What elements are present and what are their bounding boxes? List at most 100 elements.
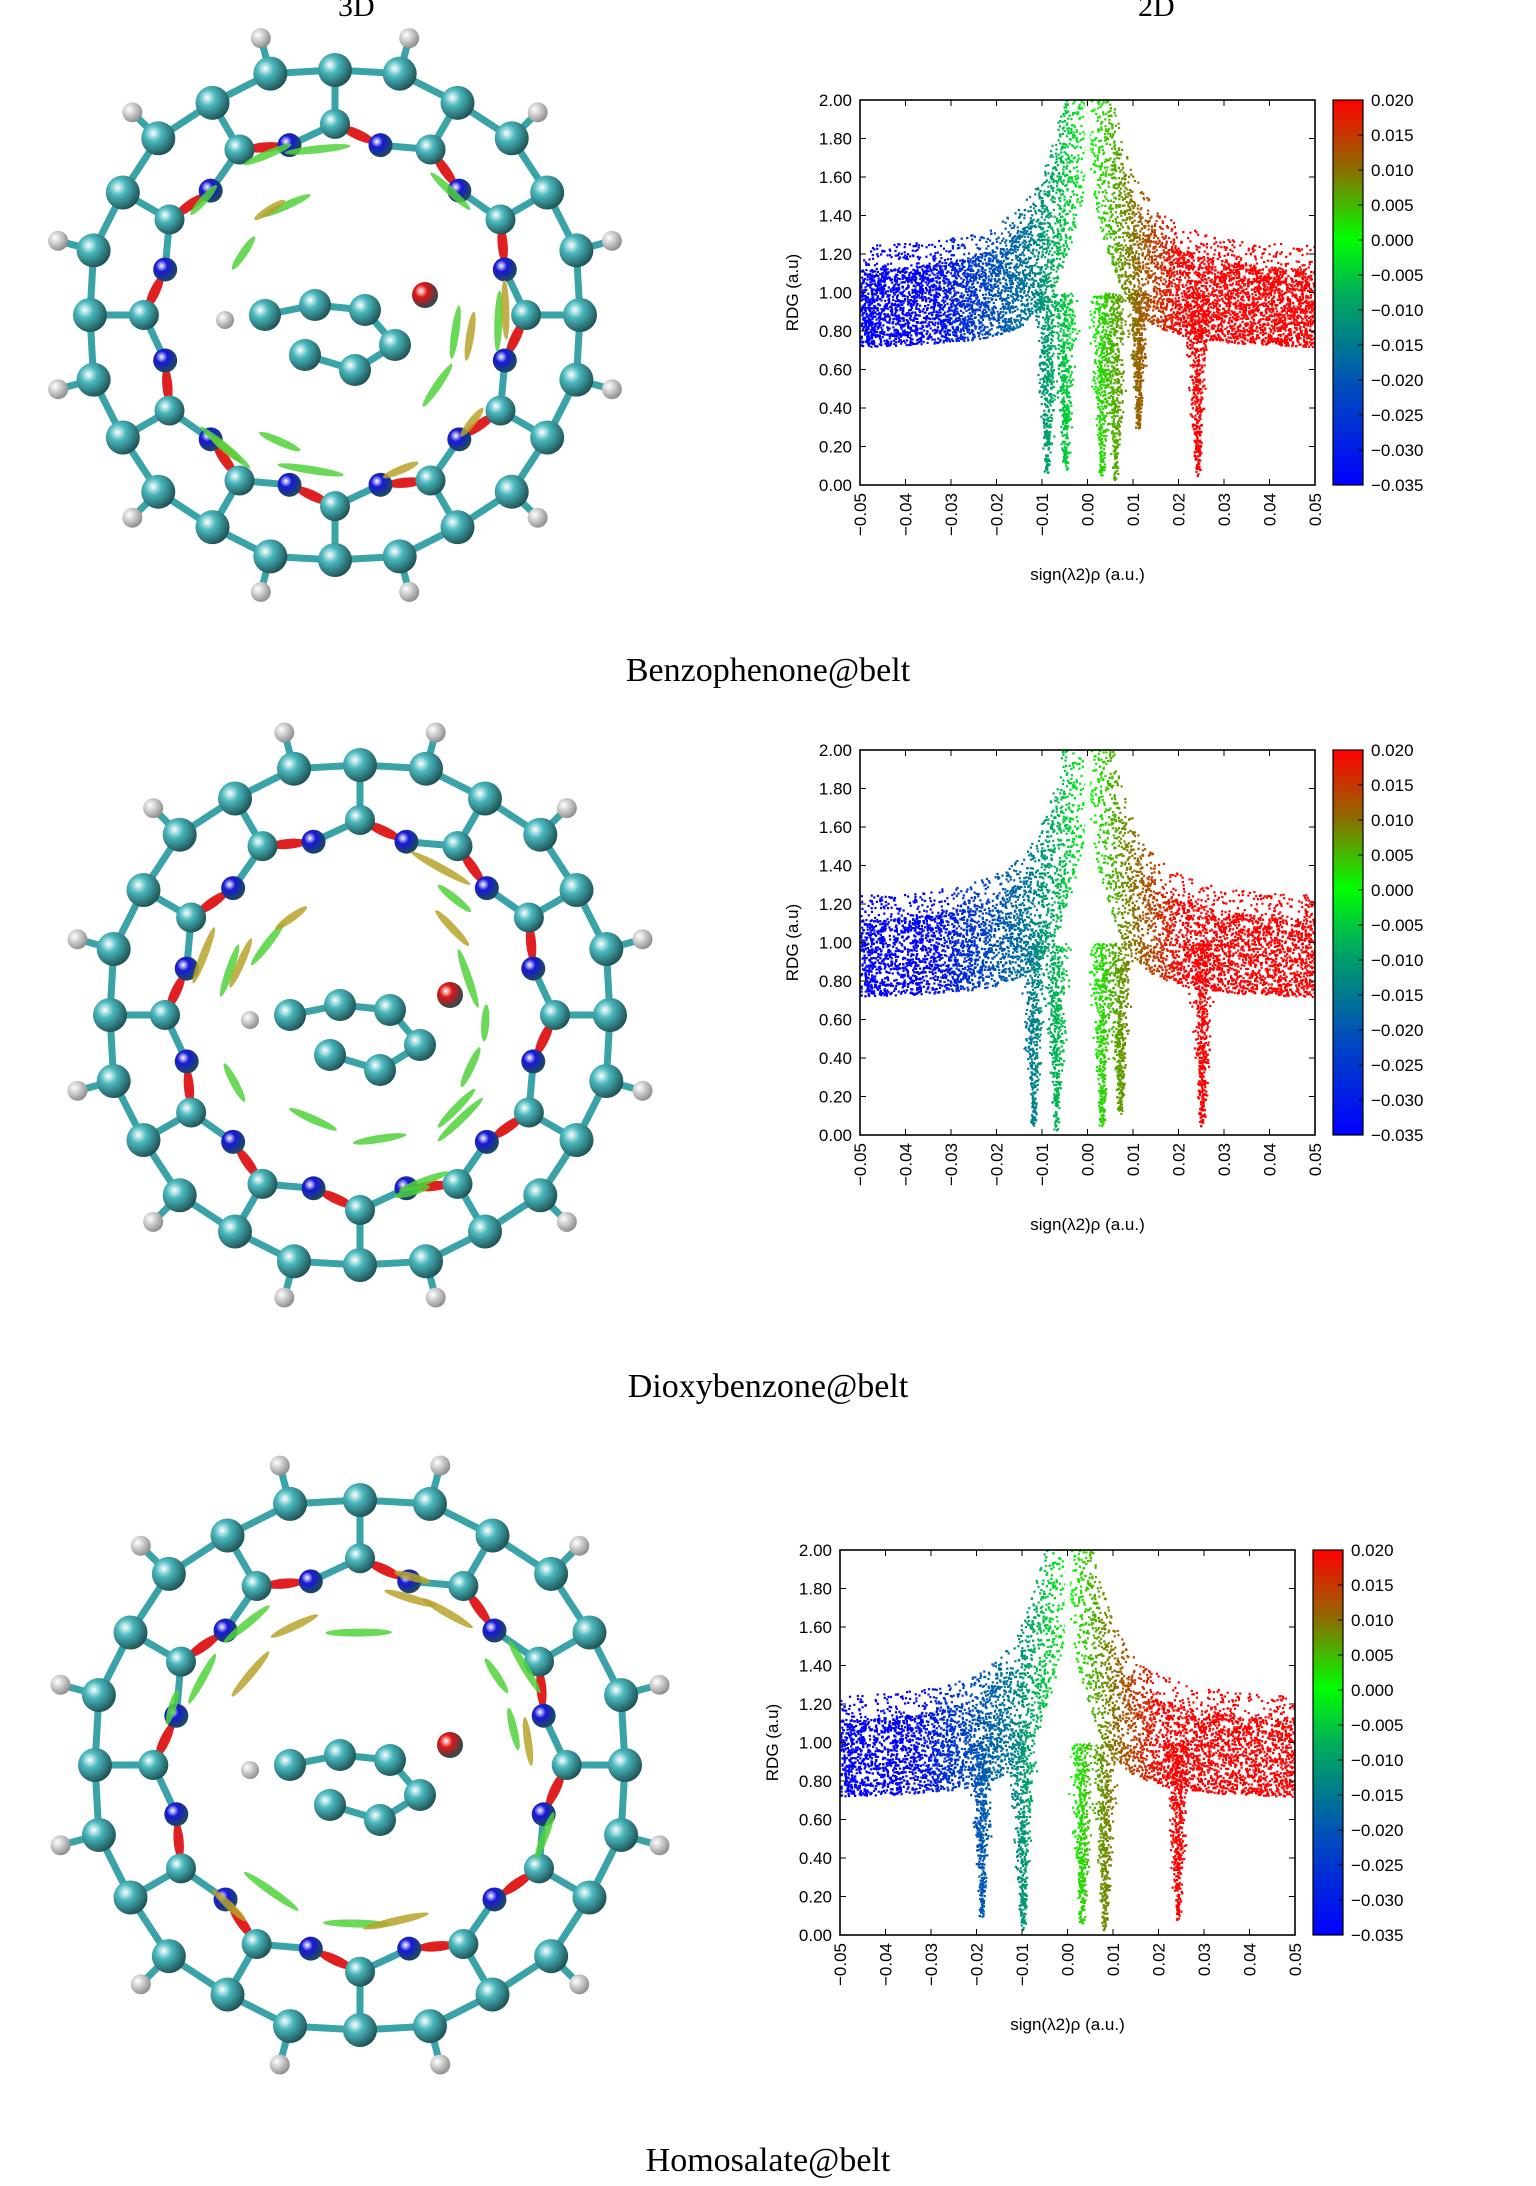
nci-isosurface xyxy=(165,1570,555,1930)
y-tick-label: 1.80 xyxy=(799,1580,832,1599)
colorbar-tick-label: −0.015 xyxy=(1371,986,1423,1005)
x-tick-label: 0.03 xyxy=(1215,1143,1234,1176)
y-tick-label: 0.00 xyxy=(819,1126,852,1145)
colorbar-tick-label: −0.005 xyxy=(1371,916,1423,935)
y-tick-label: 0.00 xyxy=(819,476,852,495)
x-tick-label: 0.00 xyxy=(1059,1943,1078,1976)
x-tick-label: −0.02 xyxy=(988,493,1007,536)
molecule-3d-dioxybenzone xyxy=(67,722,653,1308)
y-tick-label: 1.60 xyxy=(799,1618,832,1637)
y-tick-label: 1.00 xyxy=(819,284,852,303)
y-tick-label: 0.80 xyxy=(819,322,852,341)
colorbar-tick-label: −0.030 xyxy=(1371,441,1423,460)
x-tick-label: 0.00 xyxy=(1079,1143,1098,1176)
x-tick-label: −0.05 xyxy=(831,1943,850,1986)
y-tick-label: 1.20 xyxy=(819,245,852,264)
colorbar-tick-label: 0.010 xyxy=(1351,1611,1394,1630)
x-tick-label: −0.04 xyxy=(897,493,916,536)
y-tick-label: 2.00 xyxy=(799,1541,832,1560)
rdg-scatter-benzophenone: 0.00 0.20 0.40 0.60 0.80 1.00 1.20 1.40 1.60 1.80… xyxy=(783,91,1423,584)
x-axis-label: sign(λ2)ρ (a.u.) xyxy=(1030,565,1145,584)
x-tick-label: 0.01 xyxy=(1104,1943,1123,1976)
x-tick-label: −0.02 xyxy=(988,1143,1007,1186)
colorbar-tick-label: 0.020 xyxy=(1351,1541,1394,1560)
colorbar-tick-label: −0.010 xyxy=(1371,951,1423,970)
caption-benzophenone: Benzophenone@belt xyxy=(0,652,1536,690)
y-tick-label: 0.40 xyxy=(819,1049,852,1068)
x-tick-label: −0.01 xyxy=(1033,1143,1052,1186)
atoms xyxy=(67,722,653,1308)
colorbar-tick-label: 0.020 xyxy=(1371,91,1414,110)
y-tick-label: 1.40 xyxy=(799,1657,832,1676)
x-tick-label: −0.01 xyxy=(1013,1943,1032,1986)
colorbar-tick-label: 0.005 xyxy=(1371,196,1414,215)
x-tick-label: −0.04 xyxy=(897,1143,916,1186)
y-tick-label: 0.40 xyxy=(819,399,852,418)
x-tick-label: −0.01 xyxy=(1033,493,1052,536)
x-tick-label: 0.02 xyxy=(1170,1143,1189,1176)
x-tick-label: 0.03 xyxy=(1215,493,1234,526)
colorbar xyxy=(1332,749,1364,1136)
y-tick-label: 0.80 xyxy=(799,1772,832,1791)
x-tick-label: −0.02 xyxy=(968,1943,987,1986)
colorbar-tick-label: −0.010 xyxy=(1351,1751,1403,1770)
colorbar-tick-label: −0.035 xyxy=(1371,1126,1423,1145)
x-tick-label: 0.03 xyxy=(1195,1943,1214,1976)
y-tick-label: 0.60 xyxy=(799,1811,832,1830)
colorbar-tick-label: 0.005 xyxy=(1351,1646,1394,1665)
x-tick-label: 0.05 xyxy=(1306,493,1325,526)
caption-dioxybenzone: Dioxybenzone@belt xyxy=(0,1368,1536,1406)
colorbar xyxy=(1312,1549,1344,1936)
colorbar-tick-label: 0.010 xyxy=(1371,161,1414,180)
colorbar-tick-label: 0.005 xyxy=(1371,846,1414,865)
colorbar-tick-label: −0.035 xyxy=(1351,1926,1403,1945)
y-axis-label: RDG (a.u) xyxy=(783,254,802,331)
atoms xyxy=(50,1455,670,2075)
x-tick-label: 0.02 xyxy=(1150,1943,1169,1976)
x-tick-label: 0.05 xyxy=(1306,1143,1325,1176)
x-tick-label: 0.00 xyxy=(1079,493,1098,526)
colorbar-tick-label: −0.015 xyxy=(1351,1786,1403,1805)
colorbar-tick-label: −0.005 xyxy=(1371,266,1423,285)
x-tick-label: −0.05 xyxy=(851,493,870,536)
nci-isosurface xyxy=(192,851,490,1199)
x-tick-label: 0.01 xyxy=(1124,1143,1143,1176)
header-3d: 3D xyxy=(338,0,375,24)
colorbar-tick-label: −0.010 xyxy=(1371,301,1423,320)
colorbar-tick-label: −0.015 xyxy=(1371,336,1423,355)
colorbar-tick-label: −0.025 xyxy=(1371,406,1423,425)
colorbar-tick-label: 0.000 xyxy=(1351,1681,1394,1700)
nci-isosurface xyxy=(190,143,510,479)
x-tick-label: 0.04 xyxy=(1261,1143,1280,1176)
x-axis-label: sign(λ2)ρ (a.u.) xyxy=(1010,2015,1125,2034)
header-2d: 2D xyxy=(1138,0,1175,24)
colorbar-tick-label: 0.015 xyxy=(1371,776,1414,795)
y-tick-label: 1.20 xyxy=(819,895,852,914)
colorbar-tick-label: 0.000 xyxy=(1371,231,1414,250)
y-tick-label: 1.40 xyxy=(819,207,852,226)
x-tick-label: 0.04 xyxy=(1261,493,1280,526)
y-tick-label: 1.20 xyxy=(799,1695,832,1714)
x-tick-label: −0.03 xyxy=(942,493,961,536)
colorbar-tick-label: 0.015 xyxy=(1351,1576,1394,1595)
scatter-points xyxy=(840,1550,1295,1932)
y-tick-label: 1.40 xyxy=(819,857,852,876)
colorbar-tick-label: −0.020 xyxy=(1371,371,1423,390)
y-tick-label: 0.20 xyxy=(799,1888,832,1907)
rdg-scatter-homosalate: 0.00 0.20 0.40 0.60 0.80 1.00 1.20 1.40 1.60 1.80… xyxy=(763,1541,1403,2034)
molecule-3d-homosalate xyxy=(50,1455,670,2075)
y-axis-label: RDG (a.u) xyxy=(783,904,802,981)
y-tick-label: 0.60 xyxy=(819,361,852,380)
x-tick-label: −0.05 xyxy=(851,1143,870,1186)
y-axis-label: RDG (a.u) xyxy=(763,1704,782,1781)
y-tick-label: 0.00 xyxy=(799,1926,832,1945)
colorbar xyxy=(1332,99,1364,486)
colorbar-tick-label: 0.010 xyxy=(1371,811,1414,830)
x-tick-label: −0.04 xyxy=(877,1943,896,1986)
colorbar-tick-label: −0.025 xyxy=(1371,1056,1423,1075)
y-tick-label: 2.00 xyxy=(819,91,852,110)
colorbar-tick-label: −0.030 xyxy=(1371,1091,1423,1110)
atoms xyxy=(48,28,622,602)
y-tick-label: 1.60 xyxy=(819,168,852,187)
colorbar-tick-label: −0.020 xyxy=(1371,1021,1423,1040)
